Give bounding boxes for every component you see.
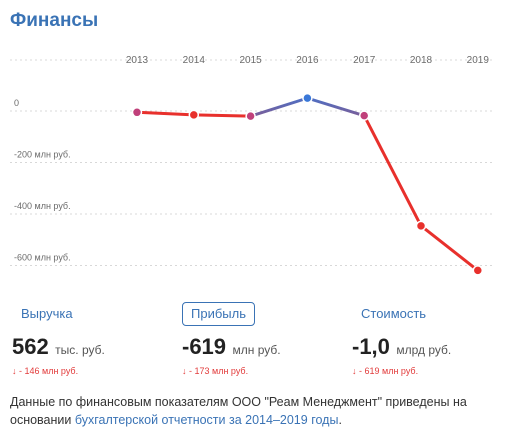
series-line-segment — [305, 96, 366, 118]
y-tick-label: -600 млн руб. — [14, 253, 71, 263]
metric-value-line: 562 тыс. руб. — [12, 334, 105, 360]
metric-delta: ↓ - 619 млн руб. — [352, 366, 419, 376]
footnote: Данные по финансовым показателям ООО "Ре… — [10, 393, 498, 429]
metric-value-company: Стоимость -1,0 млрд руб. ↓ - 619 млн руб… — [352, 302, 451, 376]
x-tick-label: 2015 — [239, 55, 262, 66]
metrics-panel: Выручка 562 тыс. руб. ↓ - 146 млн руб. П… — [0, 302, 505, 382]
x-tick-label: 2014 — [183, 55, 206, 66]
tab-revenue[interactable]: Выручка — [21, 306, 73, 321]
tab-profit[interactable]: Прибыль — [182, 302, 255, 326]
metric-unit: млн руб. — [232, 343, 281, 357]
data-point[interactable] — [472, 265, 484, 276]
metric-unit: тыс. руб. — [55, 343, 105, 357]
data-point[interactable] — [188, 109, 200, 121]
data-point[interactable] — [358, 110, 370, 121]
y-tick-label: 0 — [14, 98, 19, 108]
metric-value-line: -619 млн руб. — [182, 334, 281, 360]
metric-delta: ↓ - 173 млн руб. — [182, 366, 249, 376]
y-tick-label: -200 млн руб. — [14, 150, 71, 160]
metric-delta: ↓ - 146 млн руб. — [12, 366, 79, 376]
metric-value: -1,0 — [352, 334, 390, 359]
x-tick-label: 2017 — [353, 55, 376, 66]
data-point[interactable] — [131, 107, 143, 118]
metric-value: -619 — [182, 334, 227, 359]
x-tick-label: 2018 — [410, 55, 433, 66]
page-title: Финансы — [10, 10, 99, 31]
profit-chart: 0 -200 млн руб. -400 млн руб. -600 млн руб.… — [10, 55, 495, 276]
footnote-text: Данные по финансовым показателям ООО "Ре… — [10, 395, 467, 427]
metric-unit: млрд руб. — [396, 343, 452, 357]
metric-value-line: -1,0 млрд руб. — [352, 334, 451, 360]
series-line-segment — [135, 110, 196, 117]
data-point[interactable] — [245, 110, 256, 122]
y-tick-label: -400 млн руб. — [14, 201, 71, 211]
x-tick-label: 2013 — [126, 55, 149, 66]
x-tick-label: 2016 — [296, 55, 319, 66]
series-line-segment — [192, 113, 253, 118]
series-line-segment — [249, 96, 309, 118]
data-point[interactable] — [415, 220, 427, 232]
footnote-end: . — [338, 413, 342, 427]
metric-profit: Прибыль -619 млн руб. ↓ - 173 млн руб. — [182, 302, 281, 376]
series-line-segment — [362, 114, 423, 228]
x-tick-label: 2019 — [467, 55, 490, 66]
report-link[interactable]: бухгалтерской отчетности за 2014–2019 го… — [74, 413, 339, 427]
metric-value: 562 — [12, 334, 49, 359]
tab-cost[interactable]: Стоимость — [361, 306, 427, 321]
series-line-segment — [419, 224, 480, 272]
metric-revenue: Выручка 562 тыс. руб. ↓ - 146 млн руб. — [12, 302, 105, 376]
data-point[interactable] — [302, 92, 313, 104]
